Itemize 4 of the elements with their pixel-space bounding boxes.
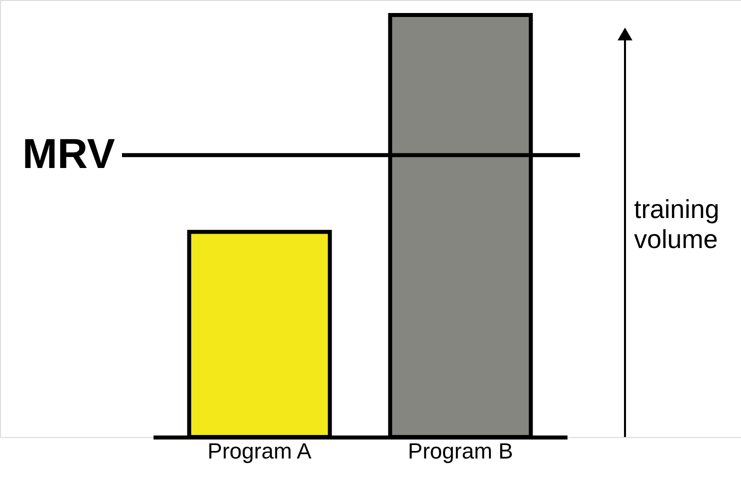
ref-line-label: MRV <box>22 130 115 178</box>
x-tick-label: Program B <box>408 438 514 464</box>
x-tick-label: Program A <box>208 438 312 464</box>
y-axis-title: training volume <box>634 194 720 254</box>
